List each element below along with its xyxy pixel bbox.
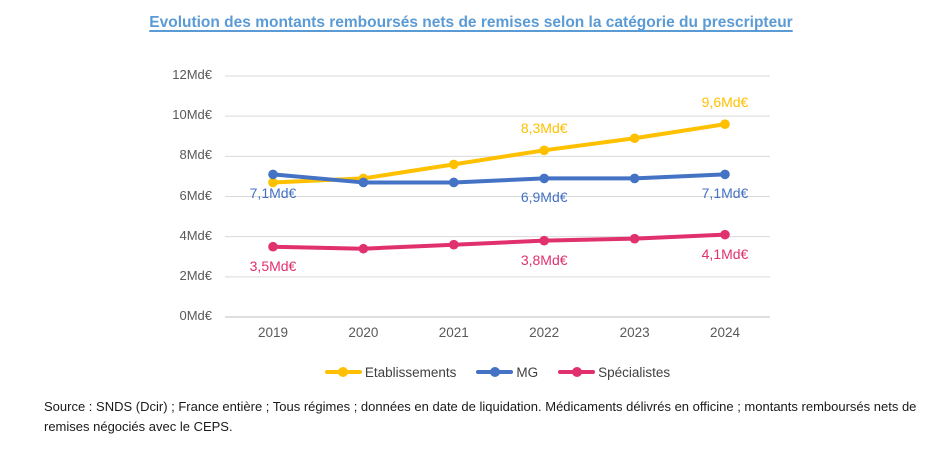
legend-label-mg: MG xyxy=(516,364,539,380)
y-axis-tick-label: 10Md€ xyxy=(172,107,212,123)
data-point xyxy=(449,177,459,188)
data-point xyxy=(268,177,278,188)
chart-legend: Etablissements MG Spécialistes xyxy=(225,360,770,384)
plot-area xyxy=(225,75,770,318)
data-point xyxy=(539,235,549,246)
data-point xyxy=(720,119,730,129)
data-point xyxy=(539,145,549,156)
x-axis-tick-label: 2023 xyxy=(619,325,650,340)
data-label: 8,3Md€ xyxy=(520,120,568,137)
line-marker-icon xyxy=(476,367,514,377)
source-note: Source : SNDS (Dcir) ; France entière ; … xyxy=(44,399,917,434)
data-label: 7,1Md€ xyxy=(701,185,749,202)
y-axis-tick-label: 12Md€ xyxy=(172,67,212,82)
line-marker-icon xyxy=(324,367,362,377)
x-axis-tick-label: 2021 xyxy=(438,325,469,340)
y-axis-tick-label: 0Md€ xyxy=(179,308,212,323)
data-point xyxy=(629,233,640,244)
legend-item-specialistes: Spécialistes xyxy=(558,365,670,380)
x-axis-tick-label: 2019 xyxy=(257,325,289,340)
data-point xyxy=(358,177,369,188)
y-axis-tick-label: 4Md€ xyxy=(179,227,212,243)
series-line-mg xyxy=(271,172,727,185)
data-label: 3,5Md€ xyxy=(249,257,297,274)
chart-title: Evolution des montants remboursés nets d… xyxy=(0,14,942,32)
legend-label-etablissements: Etablissements xyxy=(364,364,457,380)
data-point xyxy=(449,159,459,170)
data-point xyxy=(358,243,369,254)
data-point xyxy=(720,169,730,180)
data-point xyxy=(720,229,730,240)
data-label: 7,1Md€ xyxy=(249,185,297,202)
y-axis-tick-label: 2Md€ xyxy=(179,267,212,283)
legend-item-mg: MG xyxy=(476,365,538,380)
data-point xyxy=(539,173,549,184)
data-label: 3,8Md€ xyxy=(520,251,568,268)
chart-title-text: Evolution des montants remboursés nets d… xyxy=(149,14,793,31)
data-point xyxy=(268,169,278,180)
line-marker-icon xyxy=(558,367,596,377)
data-point xyxy=(449,239,459,250)
data-label: 6,9Md€ xyxy=(520,189,568,206)
data-point xyxy=(268,241,278,252)
y-axis-tick-label: 8Md€ xyxy=(179,147,212,163)
data-label: 4,1Md€ xyxy=(701,245,749,262)
y-axis-tick-label: 6Md€ xyxy=(179,187,212,203)
series-line-spécialistes xyxy=(271,232,727,251)
data-label: 9,6Md€ xyxy=(701,94,749,111)
x-axis-tick-label: 2020 xyxy=(348,325,379,340)
data-point xyxy=(629,133,640,144)
legend-item-etablissements: Etablissements xyxy=(324,364,457,380)
series-line-etablissements xyxy=(271,122,727,185)
x-axis-tick-label: 2022 xyxy=(529,325,560,340)
data-point xyxy=(629,173,640,184)
x-axis-tick-label: 2024 xyxy=(709,325,741,340)
legend-label-specialistes: Spécialistes xyxy=(598,364,671,380)
